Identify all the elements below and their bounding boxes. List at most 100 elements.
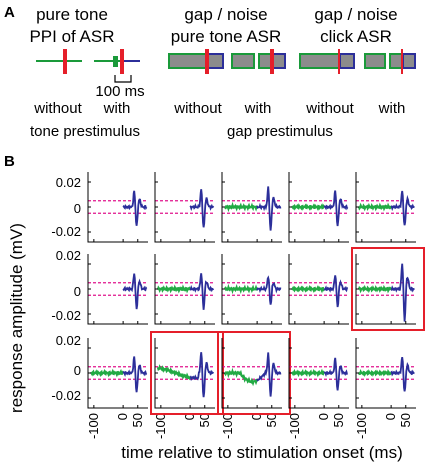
prestimulus-trace [223, 367, 259, 387]
x-tick-label: 50 [130, 413, 145, 427]
response-plot [355, 338, 416, 409]
x-tick-label: 50 [331, 413, 346, 427]
group1-title-line1: pure tone [36, 5, 108, 24]
prestimulus-trace [291, 284, 325, 294]
group3-condition-with: with [378, 100, 406, 117]
response-trace [256, 352, 282, 397]
prestimulus-trace [156, 284, 192, 294]
x-tick-label: 0 [316, 413, 331, 420]
response-plot [87, 338, 148, 409]
x-tick-label: 50 [197, 413, 212, 427]
response-plot [288, 172, 349, 243]
axis-frame [154, 338, 215, 409]
response-plot [154, 172, 215, 243]
axis-frame [355, 254, 416, 325]
response-trace [390, 190, 415, 226]
x-tick-label: -100 [220, 413, 235, 439]
prestimulus-trace [357, 368, 393, 378]
response-plot [221, 254, 282, 325]
group1-caption: tone prestimulus [30, 123, 140, 140]
y-tick-label: 0.02 [56, 175, 81, 190]
y-tick-label: -0.02 [51, 388, 81, 403]
x-tick-label: 50 [264, 413, 279, 427]
scale-bracket [114, 75, 132, 83]
axis-frame [221, 172, 282, 243]
response-trace [323, 190, 349, 227]
startle-marker [205, 49, 209, 74]
noise-block-end [339, 53, 355, 69]
axis-frame [221, 338, 282, 409]
x-tick-label: -100 [354, 413, 369, 439]
response-trace [189, 352, 215, 398]
response-trace [390, 263, 415, 322]
group3-with-schematic [364, 49, 416, 74]
axis-frame [221, 254, 282, 325]
prestimulus-trace [291, 368, 325, 378]
response-trace [189, 189, 215, 228]
response-trace [256, 186, 282, 231]
response-plot [288, 254, 349, 325]
x-tick-label: 0 [383, 413, 398, 420]
group2-without-schematic [168, 49, 224, 74]
prestimulus-trace [291, 203, 325, 211]
group1-condition-without: without [33, 100, 82, 117]
prestimulus-trace [90, 368, 124, 378]
group3-condition-without: without [305, 100, 354, 117]
y-tick-label: -0.02 [51, 224, 81, 239]
prestimulus-trace [224, 201, 259, 213]
x-tick-labels: -100 0 50 -100 0 50 -100 0 50 -100 0 50 -100 0 50 [86, 413, 413, 439]
axis-frame [87, 172, 148, 243]
response-grid [87, 172, 425, 415]
response-plot [217, 331, 291, 415]
axis-frame [154, 172, 215, 243]
noise-block-end [272, 53, 286, 69]
x-tick-label: -100 [287, 413, 302, 439]
response-trace [323, 357, 348, 391]
response-plot [221, 172, 282, 243]
group3-title-line1: gap / noise [314, 5, 397, 24]
y-tick-label: 0.02 [56, 248, 81, 263]
axis-frame [355, 338, 416, 409]
response-trace [189, 273, 215, 310]
response-plot [87, 172, 148, 243]
x-tick-label: -100 [86, 413, 101, 439]
response-plot [87, 254, 148, 325]
noise-block [231, 53, 255, 69]
axis-frame [288, 172, 349, 243]
axis-frame [288, 338, 349, 409]
axis-frame [154, 254, 215, 325]
scale-label: 100 ms [95, 83, 144, 100]
x-tick-label: 0 [182, 413, 197, 420]
y-tick-label: 0 [74, 363, 81, 378]
response-plot [154, 254, 215, 325]
response-trace [122, 273, 148, 310]
group3-title-line2: click ASR [320, 27, 392, 46]
response-plot [150, 331, 224, 415]
noise-block [364, 53, 386, 69]
response-plot [351, 247, 425, 331]
response-trace [256, 275, 282, 305]
axis-frame [87, 254, 148, 325]
group1-with-schematic [94, 49, 140, 83]
x-tick-label: 0 [249, 413, 264, 420]
panel-a-label: A [4, 4, 15, 21]
x-tick-label: 50 [398, 413, 413, 427]
group2-condition-without: without [173, 100, 222, 117]
x-tick-label: 0 [115, 413, 130, 420]
y-axis-title: response amplitude (mV) [7, 223, 26, 413]
startle-marker [120, 49, 124, 74]
response-plot [355, 172, 416, 243]
y-tick-label: 0 [74, 201, 81, 216]
group1-condition-with: with [103, 100, 131, 117]
group3-without-schematic [299, 49, 355, 74]
highlight-box [351, 247, 425, 331]
group2-condition-with: with [244, 100, 272, 117]
group2-caption: gap prestimulus [227, 123, 333, 140]
response-trace [323, 275, 349, 308]
axis-frame [288, 254, 349, 325]
group2-title-line2: pure tone ASR [171, 27, 282, 46]
noise-block-end [402, 53, 416, 69]
y-tick-label: -0.02 [51, 308, 81, 323]
group2-with-schematic [231, 49, 286, 74]
